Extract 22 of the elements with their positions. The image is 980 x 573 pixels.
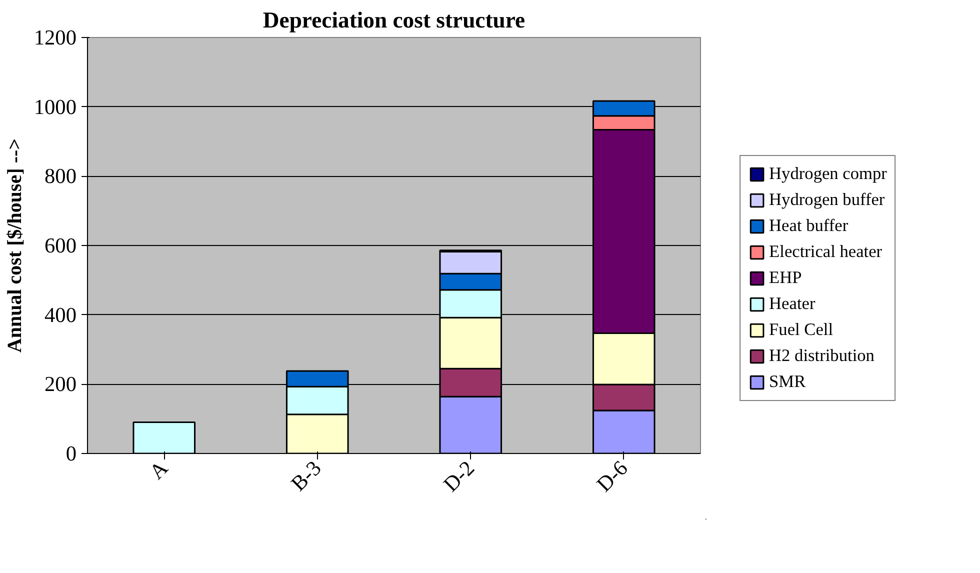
x-tick-label: D-6 xyxy=(592,456,633,496)
x-tick-label: B-3 xyxy=(286,456,326,496)
legend-label: Heat buffer xyxy=(769,216,848,236)
y-tick-label: 1200 xyxy=(34,26,76,50)
y-tick-label: 200 xyxy=(44,372,77,396)
chart-title: Depreciation cost structure xyxy=(262,8,526,32)
legend-label: H2 distribution xyxy=(769,346,874,366)
x-tick-label: D-2 xyxy=(438,456,480,496)
y-tick-label: 0 xyxy=(66,442,77,466)
y-tick-label: 600 xyxy=(44,234,77,258)
y-tick-label: 800 xyxy=(44,164,77,188)
legend-label: Heater xyxy=(769,294,816,314)
legend-label: Hydrogen compr xyxy=(769,164,887,184)
y-axis-title: Annual cost [$/house] --> xyxy=(4,138,26,353)
legend-label: EHP xyxy=(769,268,802,288)
legend-label: Fuel Cell xyxy=(769,320,834,340)
y-tick-label: 400 xyxy=(44,302,77,327)
y-tick-label: 1000 xyxy=(34,94,76,119)
x-tick-label: A xyxy=(144,456,174,484)
legend-label: Electrical heater xyxy=(769,242,882,262)
legend-label: Hydrogen buffer xyxy=(769,190,885,210)
legend-label: SMR xyxy=(769,372,806,392)
